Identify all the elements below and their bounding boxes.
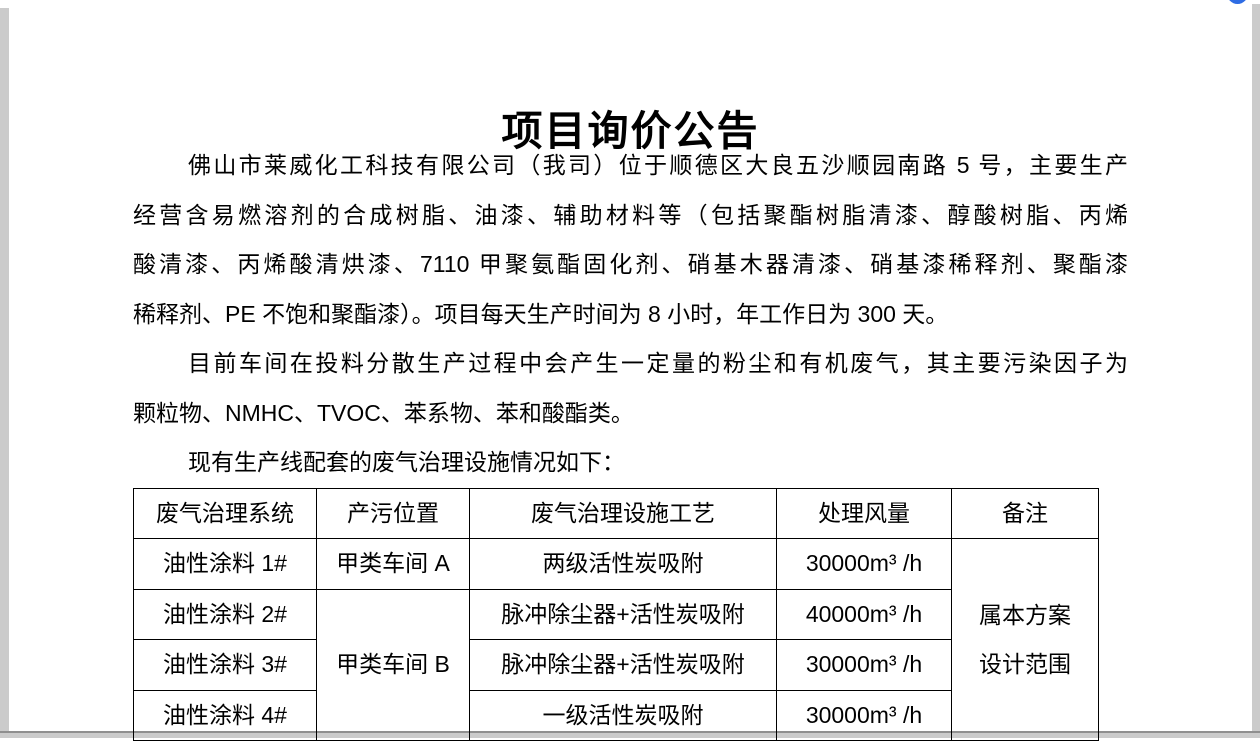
paragraph-line: 经营含易燃溶剂的合成树脂、油漆、辅助材料等（包括聚酯树脂清漆、醇酸树脂、丙烯 — [133, 191, 1128, 241]
table-cell-airflow: 30000m³ /h — [777, 640, 952, 691]
table-cell-airflow: 30000m³ /h — [777, 539, 952, 590]
paragraph-line: 稀释剂、PE 不饱和聚酯漆）。项目每天生产时间为 8 小时，年工作日为 300 … — [133, 290, 1128, 340]
table-cell-system: 油性涂料 3# — [134, 640, 317, 691]
table-header-cell: 处理风量 — [777, 488, 952, 539]
paragraph-line: 酸清漆、丙烯酸清烘漆、7110 甲聚氨酯固化剂、硝基木器清漆、硝基漆稀释剂、聚酯… — [133, 240, 1128, 290]
table-cell-location: 甲类车间 A — [317, 539, 470, 590]
paragraph-line: 颗粒物、NMHC、TVOC、苯系物、苯和酸酯类。 — [133, 389, 1128, 439]
paragraph-line: 目前车间在投料分散生产过程中会产生一定量的粉尘和有机废气，其主要污染因子为 — [133, 339, 1128, 389]
table-row: 油性涂料 1# 甲类车间 A 两级活性炭吸附 30000m³ /h 属本方案 设… — [134, 539, 1099, 590]
remark-line: 属本方案 — [952, 591, 1098, 640]
table-cell-process: 两级活性炭吸附 — [470, 539, 777, 590]
table-cell-process: 脉冲除尘器+活性炭吸附 — [470, 589, 777, 640]
table-header-cell: 废气治理系统 — [134, 488, 317, 539]
paragraph-line: 佛山市莱威化工科技有限公司（我司）位于顺德区大良五沙顺园南路 5 号，主要生产 — [133, 141, 1128, 191]
table-cell-airflow: 40000m³ /h — [777, 589, 952, 640]
paragraph-line: 现有生产线配套的废气治理设施情况如下： — [133, 438, 1128, 488]
table-header-cell: 产污位置 — [317, 488, 470, 539]
floating-scroll-button[interactable] — [1227, 0, 1248, 4]
table-cell-remark: 属本方案 设计范围 — [952, 539, 1099, 741]
paragraph-1: 佛山市莱威化工科技有限公司（我司）位于顺德区大良五沙顺园南路 5 号，主要生产 … — [133, 141, 1128, 339]
canvas-edge-right — [1252, 4, 1260, 738]
table-header-cell: 废气治理设施工艺 — [470, 488, 777, 539]
table-header-row: 废气治理系统 产污位置 废气治理设施工艺 处理风量 备注 — [134, 488, 1099, 539]
table-cell-system: 油性涂料 1# — [134, 539, 317, 590]
document-body: 佛山市莱威化工科技有限公司（我司）位于顺德区大良五沙顺园南路 5 号，主要生产 … — [133, 141, 1128, 741]
table-cell-location: 甲类车间 B — [317, 589, 470, 741]
paragraph-2: 目前车间在投料分散生产过程中会产生一定量的粉尘和有机废气，其主要污染因子为 颗粒… — [133, 339, 1128, 438]
canvas-edge-left — [0, 8, 9, 738]
remark-line: 设计范围 — [952, 640, 1098, 689]
table-cell-system: 油性涂料 4# — [134, 690, 317, 741]
table-cell-airflow: 30000m³ /h — [777, 690, 952, 741]
table-cell-process: 脉冲除尘器+活性炭吸附 — [470, 640, 777, 691]
table-header-cell: 备注 — [952, 488, 1099, 539]
paragraph-3: 现有生产线配套的废气治理设施情况如下： — [133, 438, 1128, 488]
table-cell-system: 油性涂料 2# — [134, 589, 317, 640]
table-cell-process: 一级活性炭吸附 — [470, 690, 777, 741]
waste-gas-facilities-table: 废气治理系统 产污位置 废气治理设施工艺 处理风量 备注 油性涂料 1# 甲类车… — [133, 488, 1099, 741]
